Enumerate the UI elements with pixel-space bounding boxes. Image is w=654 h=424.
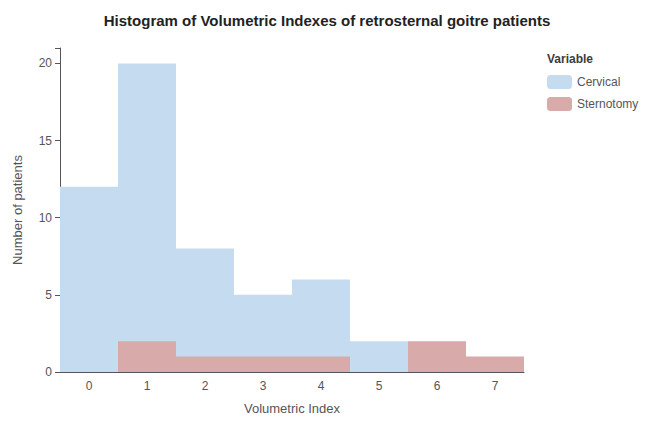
svg-text:Volumetric Index: Volumetric Index (244, 401, 341, 416)
svg-text:Cervical: Cervical (577, 75, 620, 89)
svg-text:10: 10 (39, 211, 53, 225)
svg-text:15: 15 (39, 134, 53, 148)
svg-text:Number of patients: Number of patients (10, 155, 25, 265)
svg-text:20: 20 (39, 56, 53, 70)
svg-text:Sternotomy: Sternotomy (577, 97, 638, 111)
svg-text:7: 7 (492, 379, 499, 393)
svg-text:1: 1 (144, 379, 151, 393)
svg-text:2: 2 (202, 379, 209, 393)
svg-text:4: 4 (318, 379, 325, 393)
svg-text:Histogram of Volumetric Indexe: Histogram of Volumetric Indexes of retro… (104, 12, 550, 29)
svg-text:6: 6 (434, 379, 441, 393)
svg-text:5: 5 (45, 288, 52, 302)
svg-text:0: 0 (86, 379, 93, 393)
svg-text:Variable: Variable (547, 52, 593, 66)
svg-text:3: 3 (260, 379, 267, 393)
svg-text:0: 0 (45, 365, 52, 379)
svg-text:5: 5 (376, 379, 383, 393)
